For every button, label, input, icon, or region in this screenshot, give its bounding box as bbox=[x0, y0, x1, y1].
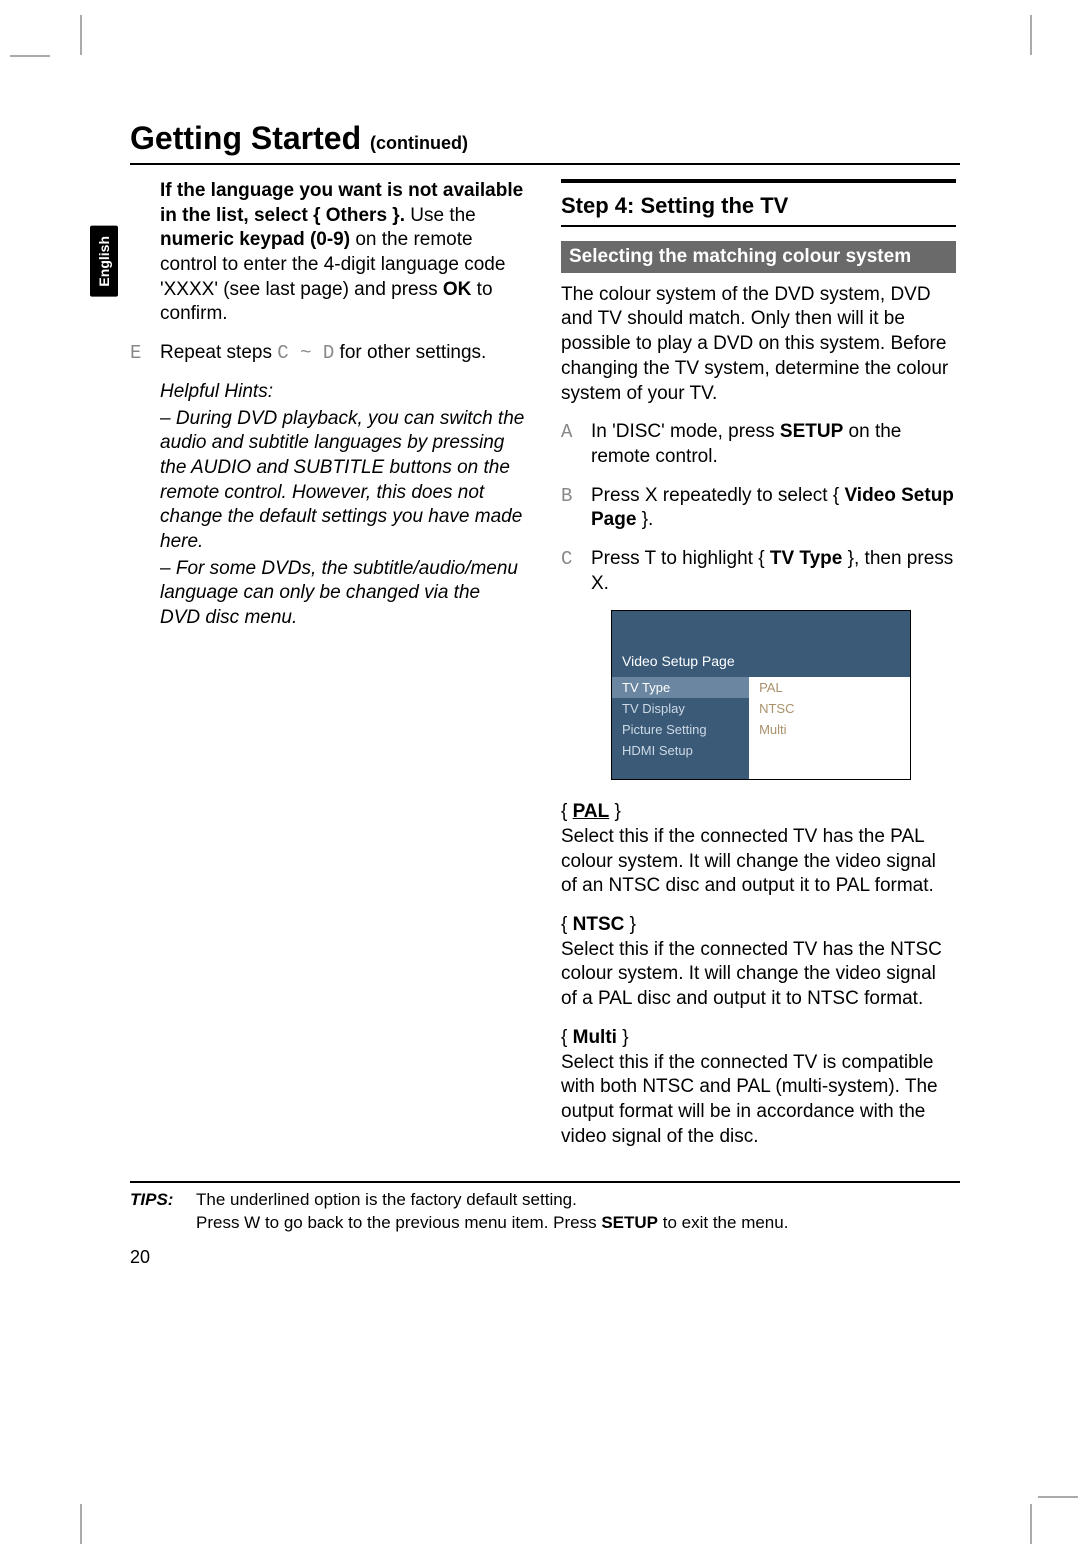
p1-bold2: numeric keypad (0-9) bbox=[160, 229, 350, 250]
pal-block: { PAL } Select this if the connected TV … bbox=[561, 800, 956, 899]
tips-line-2a: Press W to go back to the previous menu … bbox=[196, 1213, 601, 1232]
step-a: A In 'DISC' mode, press SETUP on the rem… bbox=[561, 420, 956, 469]
hint-2: – For some DVDs, the subtitle/audio/menu… bbox=[160, 557, 525, 631]
tips-rule bbox=[130, 1181, 960, 1183]
tips-label: TIPS: bbox=[130, 1189, 186, 1235]
page-heading: Getting Started (continued) bbox=[130, 120, 960, 157]
tips-line-2b: to exit the menu. bbox=[658, 1213, 788, 1232]
heading-main: Getting Started bbox=[130, 120, 361, 156]
step-a-a: In 'DISC' mode, press bbox=[591, 421, 780, 442]
language-tab: English bbox=[90, 226, 118, 297]
step-e-b: for other settings. bbox=[334, 342, 486, 363]
step-a-letter: A bbox=[561, 420, 581, 469]
step-b-b: }. bbox=[636, 509, 653, 530]
page-content: English Getting Started (continued) If t… bbox=[100, 40, 960, 1480]
step-e-code: C ~ D bbox=[277, 342, 334, 364]
step-c-bold: TV Type bbox=[770, 548, 843, 569]
step-rule-bot bbox=[561, 225, 956, 227]
multi-label: Multi bbox=[573, 1027, 617, 1048]
osd-menu-left: TV Type TV Display Picture Setting HDMI … bbox=[612, 677, 749, 779]
subhead-colour-system: Selecting the matching colour system bbox=[561, 241, 956, 273]
step-c-a: Press T to highlight { bbox=[591, 548, 770, 569]
osd-right-item-multi: Multi bbox=[749, 719, 910, 740]
step-e-text: Repeat steps C ~ D for other settings. bbox=[160, 341, 486, 366]
hint-1: – During DVD playback, you can switch th… bbox=[160, 407, 525, 555]
right-column: Step 4: Setting the TV Selecting the mat… bbox=[561, 179, 956, 1163]
ntsc-text: Select this if the connected TV has the … bbox=[561, 939, 942, 1009]
multi-block: { Multi } Select this if the connected T… bbox=[561, 1026, 956, 1149]
osd-right-item-pal: PAL bbox=[749, 677, 910, 698]
heading-suffix: (continued) bbox=[370, 133, 468, 153]
osd-menu: Video Setup Page TV Type TV Display Pict… bbox=[611, 610, 911, 780]
step-e: E Repeat steps C ~ D for other settings. bbox=[130, 341, 525, 366]
step-b-text: Press X repeatedly to select { Video Set… bbox=[591, 484, 956, 533]
step-b-letter: B bbox=[561, 484, 581, 533]
tips-line-2-bold: SETUP bbox=[601, 1213, 658, 1232]
osd-right-item-ntsc: NTSC bbox=[749, 698, 910, 719]
multi-text: Select this if the connected TV is compa… bbox=[561, 1052, 938, 1147]
left-paragraph-1: If the language you want is not availabl… bbox=[160, 179, 525, 327]
p1-a: Use the bbox=[410, 205, 475, 226]
left-column: If the language you want is not availabl… bbox=[130, 179, 525, 1163]
page-number: 20 bbox=[130, 1247, 960, 1268]
step-c: C Press T to highlight { TV Type }, then… bbox=[561, 547, 956, 596]
heading-rule bbox=[130, 163, 960, 165]
tips-body: The underlined option is the factory def… bbox=[196, 1189, 788, 1235]
step-b: B Press X repeatedly to select { Video S… bbox=[561, 484, 956, 533]
osd-menu-top bbox=[612, 611, 910, 647]
ntsc-label: NTSC bbox=[573, 914, 625, 935]
osd-menu-right: PAL NTSC Multi bbox=[749, 677, 910, 779]
ntsc-block: { NTSC } Select this if the connected TV… bbox=[561, 913, 956, 1012]
step-c-text: Press T to highlight { TV Type }, then p… bbox=[591, 547, 956, 596]
pal-label: PAL bbox=[573, 801, 610, 822]
tips-row: TIPS: The underlined option is the facto… bbox=[130, 1189, 960, 1235]
step-b-a: Press X repeatedly to select { bbox=[591, 485, 844, 506]
step-e-letter: E bbox=[130, 341, 150, 366]
osd-left-item-tv-display: TV Display bbox=[612, 698, 749, 719]
pal-text: Select this if the connected TV has the … bbox=[561, 826, 936, 896]
osd-menu-body: TV Type TV Display Picture Setting HDMI … bbox=[612, 677, 910, 779]
step-c-letter: C bbox=[561, 547, 581, 596]
osd-left-item-tv-type: TV Type bbox=[612, 677, 749, 698]
step-a-text: In 'DISC' mode, press SETUP on the remot… bbox=[591, 420, 956, 469]
step-rule-top bbox=[561, 179, 956, 183]
step-a-bold: SETUP bbox=[780, 421, 843, 442]
hints-title: Helpful Hints: bbox=[160, 380, 525, 405]
tips-line-1: The underlined option is the factory def… bbox=[196, 1189, 788, 1212]
step-4-title: Step 4: Setting the TV bbox=[561, 193, 956, 219]
osd-left-item-hdmi-setup: HDMI Setup bbox=[612, 740, 749, 761]
osd-left-item-picture-setting: Picture Setting bbox=[612, 719, 749, 740]
tips-line-2: Press W to go back to the previous menu … bbox=[196, 1212, 788, 1235]
p1-bold3: OK bbox=[443, 279, 472, 300]
osd-menu-title: Video Setup Page bbox=[612, 647, 910, 677]
intro-colour-system: The colour system of the DVD system, DVD… bbox=[561, 283, 956, 406]
step-e-a: Repeat steps bbox=[160, 342, 277, 363]
